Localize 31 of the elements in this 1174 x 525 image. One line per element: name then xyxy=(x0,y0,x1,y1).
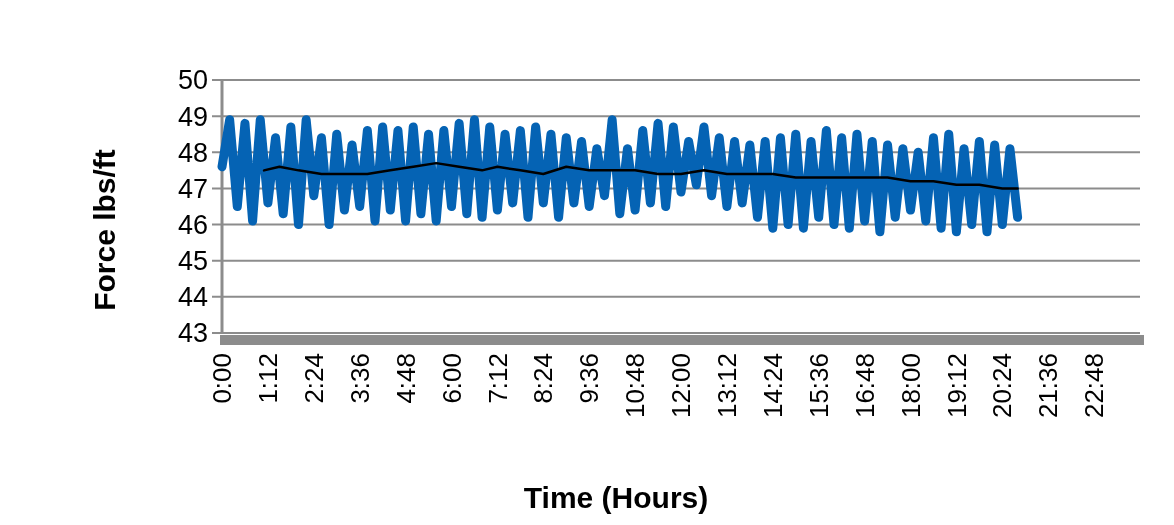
x-tick-label: 7:12 xyxy=(482,353,513,404)
x-tick-label: 22:48 xyxy=(1079,353,1110,419)
y-tick-label: 49 xyxy=(177,101,208,132)
x-tick-label: 1:12 xyxy=(253,353,283,404)
y-tick-label: 46 xyxy=(177,210,208,241)
x-tick-label: 20:24 xyxy=(987,353,1018,419)
y-axis-title: Force lbs/ft xyxy=(88,149,121,311)
y-tick-label: 47 xyxy=(177,173,208,204)
x-tick-label: 4:48 xyxy=(390,353,421,404)
x-tick-label: 10:48 xyxy=(620,353,651,419)
x-tick-label: 21:36 xyxy=(1033,353,1064,419)
x-tick-label: 8:24 xyxy=(528,353,559,404)
y-tick-label: 48 xyxy=(177,137,208,168)
x-tick-label: 12:00 xyxy=(666,353,697,419)
y-tick-label: 50 xyxy=(177,65,208,96)
line-series xyxy=(262,161,1019,190)
y-tick-label: 44 xyxy=(177,282,208,313)
x-tick-label: 13:12 xyxy=(712,353,742,419)
x-axis-title: Time (Hours) xyxy=(523,481,709,514)
x-tick-label: 3:36 xyxy=(344,353,375,404)
x-tick-label: 15:36 xyxy=(803,353,834,419)
x-tick-label: 9:36 xyxy=(574,353,605,404)
y-tick-label: 45 xyxy=(177,246,208,277)
x-tick-label: 18:00 xyxy=(895,353,926,419)
x-tick-label: 6:00 xyxy=(436,353,467,404)
x-tick-label: 0:00 xyxy=(207,353,238,404)
x-tick-label: 16:48 xyxy=(849,353,880,419)
x-tick-label: 2:24 xyxy=(298,353,329,404)
x-tick-label: 14:24 xyxy=(757,353,788,419)
x-tick-label: 19:12 xyxy=(941,353,972,419)
y-tick-label: 43 xyxy=(177,318,208,349)
